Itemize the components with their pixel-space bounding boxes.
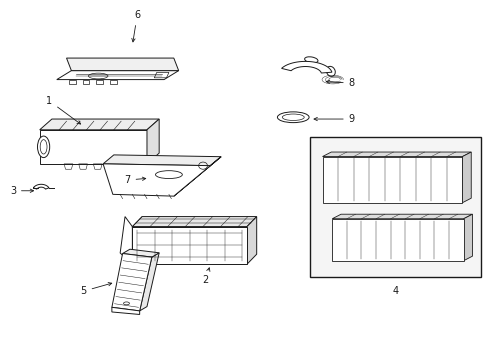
Bar xyxy=(310,137,480,277)
Text: 7: 7 xyxy=(124,175,145,185)
Polygon shape xyxy=(463,214,471,261)
Text: 2: 2 xyxy=(202,268,209,285)
Text: 3: 3 xyxy=(10,186,34,196)
Polygon shape xyxy=(103,155,221,166)
Polygon shape xyxy=(147,119,159,164)
Polygon shape xyxy=(120,217,132,264)
Polygon shape xyxy=(331,219,463,261)
Text: 8: 8 xyxy=(325,78,354,88)
Polygon shape xyxy=(112,307,140,315)
Polygon shape xyxy=(322,152,470,157)
Text: 4: 4 xyxy=(392,286,398,296)
Polygon shape xyxy=(66,58,178,71)
Polygon shape xyxy=(331,214,471,219)
Text: 6: 6 xyxy=(132,10,140,42)
Ellipse shape xyxy=(38,136,50,158)
Polygon shape xyxy=(281,62,331,73)
Polygon shape xyxy=(132,217,256,226)
Ellipse shape xyxy=(277,112,308,123)
Polygon shape xyxy=(246,217,256,264)
Polygon shape xyxy=(103,164,210,196)
Polygon shape xyxy=(40,130,147,164)
Polygon shape xyxy=(322,157,462,203)
Polygon shape xyxy=(462,152,470,203)
Polygon shape xyxy=(112,253,152,311)
Polygon shape xyxy=(122,249,159,257)
Text: 1: 1 xyxy=(46,96,81,124)
Text: 9: 9 xyxy=(313,114,354,124)
Polygon shape xyxy=(132,226,246,264)
Polygon shape xyxy=(140,253,159,311)
Polygon shape xyxy=(57,71,178,80)
Text: 5: 5 xyxy=(81,283,111,296)
Polygon shape xyxy=(40,119,159,130)
Polygon shape xyxy=(173,157,221,196)
